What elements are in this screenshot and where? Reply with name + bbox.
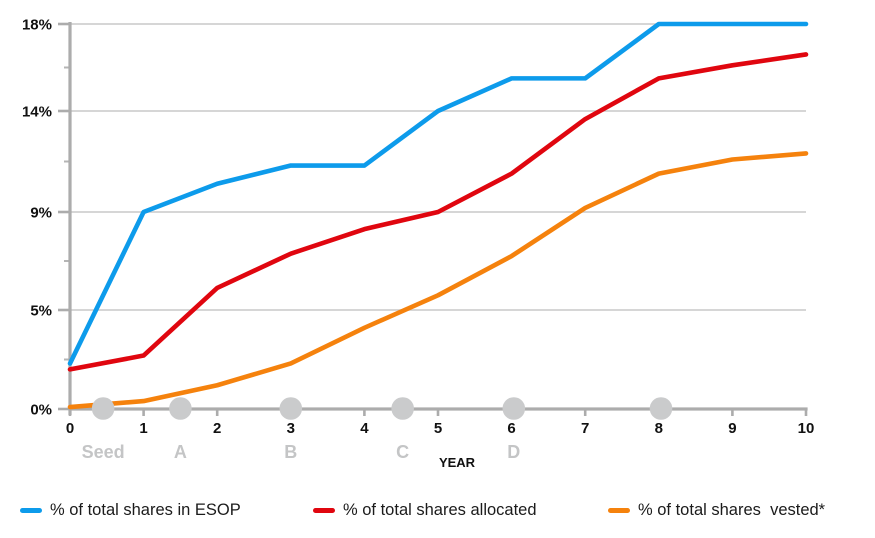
milestone-label: B [284, 442, 297, 462]
x-tick-label: 8 [655, 420, 663, 437]
x-tick-label: 2 [213, 420, 221, 437]
y-tick-label: 14% [22, 104, 52, 121]
milestone-dot [169, 397, 192, 420]
chart-plot-area: 0% 5% 9% 14% 18% 0 1 2 3 4 5 6 7 8 9 10 Seed A B C D YEAR [22, 17, 815, 471]
x-tick-label: 9 [728, 420, 736, 437]
legend-item-allocated: % of total shares allocated [313, 497, 537, 523]
legend-label-esop: % of total shares in ESOP [50, 500, 241, 519]
x-tick-label: 10 [798, 420, 815, 437]
x-axis-title: YEAR [439, 455, 476, 470]
legend-swatch-allocated [313, 507, 335, 513]
x-tick-label: 1 [139, 420, 147, 437]
x-tick-label: 3 [287, 420, 295, 437]
x-tick-label: 5 [434, 420, 442, 437]
x-tick-label: 7 [581, 420, 589, 437]
y-tick-label: 18% [22, 17, 52, 34]
y-tick-label: 5% [30, 303, 52, 320]
legend-label-vested: % of total shares vested* [638, 500, 826, 519]
y-tick-label: 0% [30, 402, 52, 419]
legend-swatch-esop [20, 507, 42, 513]
legend-item-vested: % of total shares vested* [608, 497, 825, 523]
milestone-dot [279, 397, 303, 420]
legend-label-allocated: % of total shares allocated [343, 500, 537, 519]
legend-swatch-vested [608, 507, 630, 513]
y-axis-line [68, 22, 72, 415]
milestone-label: C [396, 442, 409, 462]
milestone-label: Seed [82, 442, 125, 462]
milestone-label: D [507, 442, 520, 462]
milestone-dot [391, 397, 414, 420]
chart-legend: % of total shares in ESOP % of total sha… [0, 497, 875, 527]
y-tick-label: 9% [30, 205, 52, 222]
series-line-0 [67, 21, 809, 366]
milestone-dot [649, 397, 673, 420]
milestone-dot [502, 397, 526, 420]
series-line-2 [67, 151, 809, 410]
milestone-dot [91, 397, 115, 420]
x-tick-label: 4 [360, 420, 369, 437]
series-line-1 [67, 52, 809, 372]
milestone-label: A [174, 442, 187, 462]
legend-item-esop: % of total shares in ESOP [20, 497, 241, 523]
x-tick-label: 0 [66, 420, 74, 437]
x-tick-label: 6 [507, 420, 515, 437]
